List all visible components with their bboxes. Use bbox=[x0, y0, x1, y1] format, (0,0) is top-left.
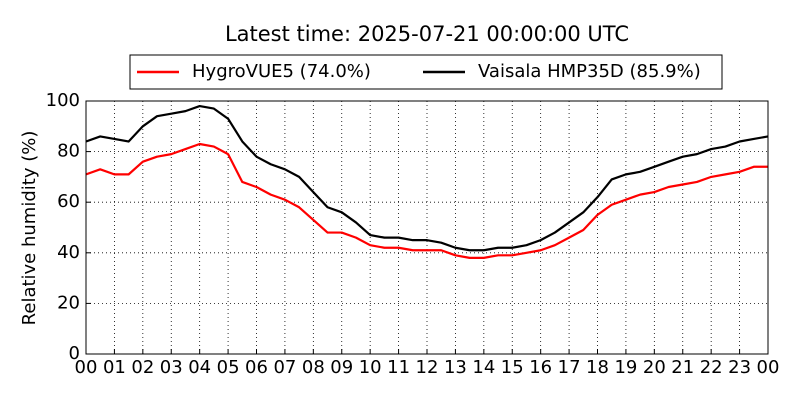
y-tick-label: 40 bbox=[57, 242, 80, 263]
y-tick-label: 80 bbox=[57, 141, 80, 162]
x-tick-label: 12 bbox=[416, 357, 439, 378]
x-tick-label: 04 bbox=[188, 357, 211, 378]
x-tick-label: 16 bbox=[529, 357, 552, 378]
y-axis-label: Relative humidity (%) bbox=[19, 131, 40, 326]
y-tick-label: 100 bbox=[46, 90, 80, 111]
legend-label: HygroVUE5 (74.0%) bbox=[192, 61, 371, 82]
x-tick-label: 14 bbox=[472, 357, 495, 378]
x-tick-label: 21 bbox=[671, 357, 694, 378]
x-tick-label: 00 bbox=[757, 357, 780, 378]
x-tick-label: 22 bbox=[700, 357, 723, 378]
plot-frame bbox=[85, 100, 769, 355]
x-tick-label: 08 bbox=[302, 357, 325, 378]
y-tick-label: 20 bbox=[57, 292, 80, 313]
x-tick-label: 11 bbox=[387, 357, 410, 378]
series-line bbox=[85, 142, 768, 259]
x-tick-label: 09 bbox=[330, 357, 353, 378]
series-line bbox=[85, 104, 769, 252]
x-tick-label: 00 bbox=[75, 357, 98, 378]
x-tick-label: 20 bbox=[643, 357, 666, 378]
x-tick-label: 02 bbox=[131, 357, 154, 378]
x-tick-label: 19 bbox=[614, 357, 637, 378]
x-tick-label: 13 bbox=[444, 357, 467, 378]
x-tick-label: 15 bbox=[501, 357, 524, 378]
chart-title: Latest time: 2025-07-21 00:00:00 UTC bbox=[225, 22, 629, 46]
x-tick-label: 05 bbox=[217, 357, 240, 378]
x-tick-label: 03 bbox=[160, 357, 183, 378]
y-tick-label: 60 bbox=[57, 191, 80, 212]
legend-label: Vaisala HMP35D (85.9%) bbox=[478, 61, 701, 82]
x-tick-label: 07 bbox=[273, 357, 296, 378]
x-tick-label: 01 bbox=[103, 357, 126, 378]
x-tick-label: 06 bbox=[245, 357, 268, 378]
x-tick-label: 17 bbox=[558, 357, 581, 378]
x-tick-label: 10 bbox=[359, 357, 382, 378]
y-tick-label: 0 bbox=[69, 343, 80, 364]
x-tick-label: 18 bbox=[586, 357, 609, 378]
x-tick-label: 23 bbox=[728, 357, 751, 378]
